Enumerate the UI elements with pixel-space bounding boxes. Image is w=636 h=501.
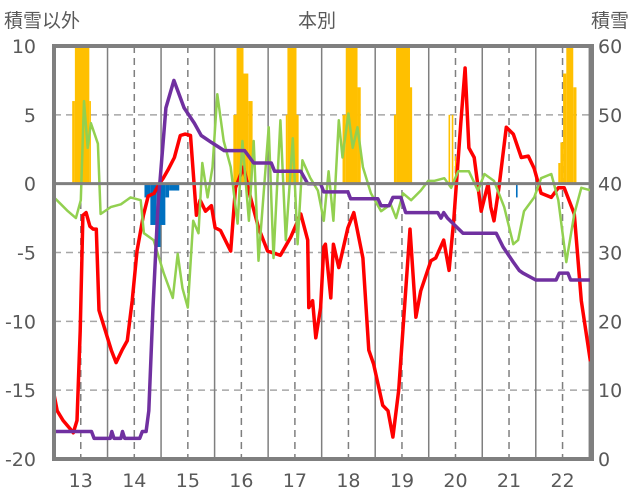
red-series-line (54, 66, 592, 439)
x-tick-label: 18 (336, 470, 360, 492)
right-tick-label: 60 (598, 36, 622, 58)
right-tick-label: 50 (598, 105, 622, 127)
x-tick-label: 13 (69, 470, 93, 492)
yellow-bar (72, 101, 75, 184)
yellow-bar (89, 101, 91, 184)
right-tick-label: 40 (598, 174, 622, 196)
right-tick-label: 0 (598, 449, 610, 471)
left-tick-label: 0 (24, 174, 36, 196)
left-tick-label: -5 (17, 243, 36, 265)
yellow-bar (393, 114, 397, 184)
yellow-bar (287, 46, 297, 184)
yellow-bar (236, 46, 244, 184)
chart-title: 本別 (298, 10, 337, 32)
x-tick-label: 20 (443, 470, 467, 492)
x-tick-label: 22 (550, 470, 574, 492)
blue-bar (150, 183, 157, 225)
purple-series-line (54, 78, 592, 441)
yellow-bar (396, 46, 410, 184)
yellow-bar (296, 114, 299, 184)
right-tick-label: 30 (598, 243, 622, 265)
yellow-bar (560, 142, 564, 184)
left-axis-title: 積雪以外 (4, 10, 81, 32)
blue-bar (515, 183, 518, 198)
yellow-bar (573, 87, 577, 184)
x-tick-label: 15 (176, 470, 200, 492)
yellow-bar (451, 114, 454, 184)
yellow-bar (448, 114, 451, 184)
yellow-bar (285, 114, 288, 184)
x-tick-label: 16 (229, 470, 253, 492)
left-tick-label: -20 (5, 449, 36, 471)
blue-bar (165, 183, 170, 198)
green-series-line (54, 92, 592, 309)
right-axis-title: 積雪 (591, 10, 630, 32)
yellow-bar (74, 46, 90, 184)
yellow-bar (409, 87, 413, 184)
plot-content (54, 46, 592, 441)
blue-bar (169, 183, 180, 191)
right-tick-label: 20 (598, 311, 622, 333)
x-tick-label: 17 (283, 470, 307, 492)
left-tick-label: -15 (5, 380, 36, 402)
blue-bar (160, 183, 166, 225)
yellow-bar (243, 73, 249, 184)
yellow-bar (563, 73, 567, 184)
x-tick-label: 19 (390, 470, 414, 492)
yellow-bar (558, 163, 561, 184)
left-tick-label: -10 (5, 311, 36, 333)
x-tick-label: 21 (497, 470, 521, 492)
yellow-bar (566, 46, 574, 184)
yellow-bar (248, 101, 253, 184)
yellow-bar (345, 46, 358, 184)
plot-frame (52, 44, 594, 461)
yellow-bar (454, 156, 457, 184)
left-tick-label: 5 (24, 105, 36, 127)
right-tick-label: 10 (598, 380, 622, 402)
x-tick-label: 14 (122, 470, 146, 492)
left-tick-label: 10 (12, 36, 36, 58)
blue-bar (144, 183, 151, 198)
